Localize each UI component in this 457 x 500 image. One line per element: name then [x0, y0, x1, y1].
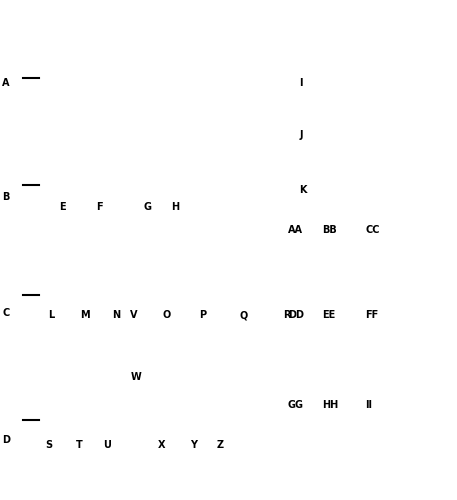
Text: O: O: [162, 310, 170, 320]
Text: EE: EE: [322, 310, 335, 320]
Text: I: I: [299, 78, 303, 88]
Text: Z: Z: [217, 440, 224, 450]
Text: L: L: [48, 310, 54, 320]
Text: D: D: [2, 435, 11, 445]
Text: A: A: [2, 78, 10, 88]
Text: T: T: [75, 440, 82, 450]
Text: V: V: [130, 310, 138, 320]
Text: S: S: [46, 440, 53, 450]
Text: W: W: [130, 372, 141, 382]
Text: HH: HH: [322, 400, 339, 410]
Text: F: F: [96, 202, 102, 212]
Text: C: C: [2, 308, 10, 318]
Text: Q: Q: [240, 310, 248, 320]
Text: U: U: [103, 440, 111, 450]
Text: N: N: [112, 310, 120, 320]
Text: BB: BB: [322, 225, 337, 235]
Text: K: K: [299, 185, 307, 195]
Text: B: B: [2, 192, 10, 202]
Text: P: P: [199, 310, 206, 320]
Text: Y: Y: [190, 440, 197, 450]
Text: FF: FF: [366, 310, 379, 320]
Text: GG: GG: [288, 400, 304, 410]
Text: M: M: [80, 310, 90, 320]
Text: X: X: [158, 440, 165, 450]
Text: J: J: [299, 130, 303, 140]
Text: DD: DD: [288, 310, 304, 320]
Text: II: II: [366, 400, 372, 410]
Text: R: R: [283, 310, 291, 320]
Text: H: H: [171, 202, 180, 212]
Text: CC: CC: [366, 225, 380, 235]
Text: AA: AA: [288, 225, 303, 235]
Text: E: E: [59, 202, 66, 212]
Text: G: G: [144, 202, 152, 212]
